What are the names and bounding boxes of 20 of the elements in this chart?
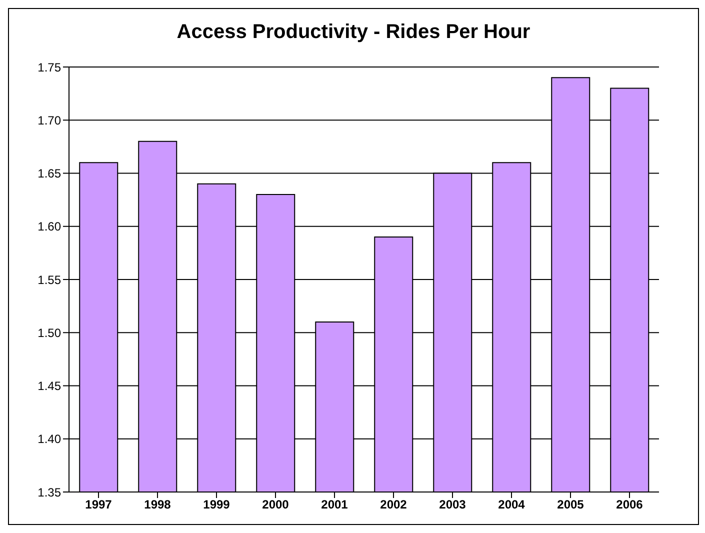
y-tick-label: 1.50 <box>38 326 62 340</box>
x-tick-label: 2002 <box>380 498 408 512</box>
y-tick-label: 1.45 <box>38 379 62 394</box>
y-tick-label: 1.65 <box>38 166 62 181</box>
x-tick-label: 2003 <box>439 498 466 512</box>
x-tick-label: 2006 <box>616 498 644 512</box>
y-tick-label: 1.75 <box>38 60 62 74</box>
y-tick-label: 1.40 <box>38 432 62 446</box>
x-tick-label: 2004 <box>498 498 526 512</box>
x-tick-label: 1998 <box>144 498 172 512</box>
y-tick-label: 1.60 <box>38 220 62 234</box>
chart-title: Access Productivity - Rides Per Hour <box>176 20 532 45</box>
y-tick-label: 1.35 <box>38 485 62 500</box>
y-tick-label: 1.55 <box>38 272 62 287</box>
y-tick-label: 1.70 <box>38 113 62 128</box>
x-tick-label: 1997 <box>85 498 112 512</box>
x-tick-label: 1999 <box>203 498 230 512</box>
x-tick-label: 2005 <box>557 498 584 512</box>
x-tick-label: 2000 <box>262 498 290 512</box>
x-tick-label: 2001 <box>321 498 348 512</box>
